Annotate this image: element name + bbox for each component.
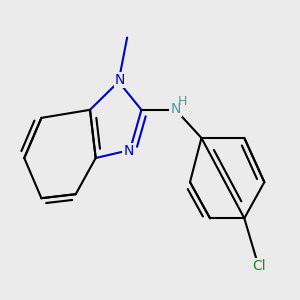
- Text: N: N: [123, 145, 134, 158]
- Text: Cl: Cl: [252, 260, 266, 274]
- Text: H: H: [178, 95, 187, 108]
- Text: N: N: [115, 73, 125, 87]
- Text: N: N: [170, 102, 181, 116]
